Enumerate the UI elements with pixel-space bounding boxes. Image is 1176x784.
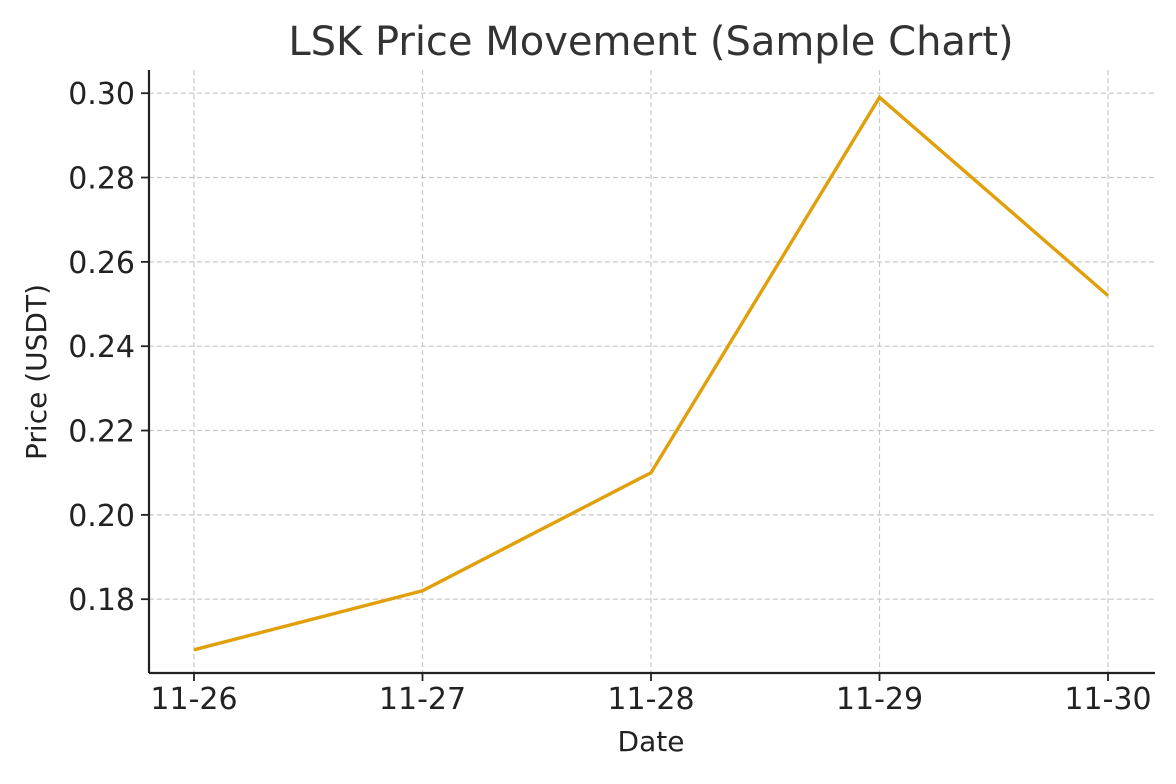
x-tick-label: 11-28 (607, 682, 694, 717)
y-tick-label: 0.26 (68, 246, 135, 281)
series-line (193, 94, 1110, 652)
y-tick-label: 0.30 (68, 77, 135, 112)
series-layer (193, 94, 1110, 652)
x-tick-label: 11-30 (1064, 682, 1151, 717)
chart-title: LSK Price Movement (Sample Chart) (288, 19, 1013, 65)
y-tick-label: 0.28 (68, 162, 135, 197)
y-tick-label: 0.20 (68, 499, 135, 534)
x-tick-label: 11-29 (836, 682, 923, 717)
y-axis-label: Price (USDT) (20, 284, 53, 460)
axis-layer (147, 70, 1155, 675)
y-tick-label: 0.18 (68, 583, 135, 618)
tick-layer: 11-26 11-27 11-28 11-29 11-30 0.18 0.20 0.22 0.2… (68, 77, 1151, 717)
x-tick-label: 11-27 (379, 682, 466, 717)
x-tick-label: 11-26 (150, 682, 237, 717)
y-tick-label: 0.24 (68, 330, 135, 365)
grid-layer (149, 70, 1155, 673)
x-axis-label: Date (618, 725, 685, 758)
y-tick-label: 0.22 (68, 415, 135, 450)
